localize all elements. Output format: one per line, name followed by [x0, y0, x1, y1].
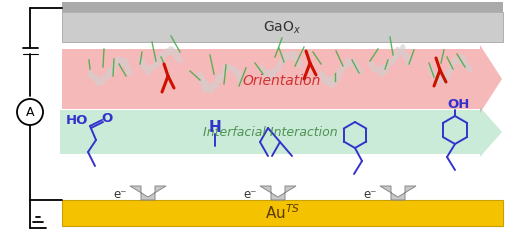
Polygon shape: [130, 186, 166, 200]
Text: HO: HO: [66, 115, 88, 128]
Text: GaO$_x$: GaO$_x$: [263, 20, 301, 36]
Text: e⁻: e⁻: [113, 188, 127, 201]
Bar: [62, 12, 502, 42]
Polygon shape: [379, 186, 415, 200]
Text: Au$^{TS}$: Au$^{TS}$: [265, 204, 299, 222]
Text: O: O: [101, 112, 113, 125]
Text: H: H: [208, 121, 221, 136]
Text: e⁻: e⁻: [363, 188, 376, 201]
Polygon shape: [260, 186, 295, 200]
Text: Interfacial Interaction: Interfacial Interaction: [203, 127, 337, 140]
Bar: [62, 2, 502, 12]
Text: e⁻: e⁻: [243, 188, 257, 201]
Text: Orientation: Orientation: [242, 74, 321, 88]
Text: OH: OH: [447, 98, 469, 112]
Polygon shape: [62, 45, 501, 113]
Polygon shape: [60, 107, 501, 157]
Bar: [62, 200, 502, 226]
Text: A: A: [26, 106, 34, 119]
